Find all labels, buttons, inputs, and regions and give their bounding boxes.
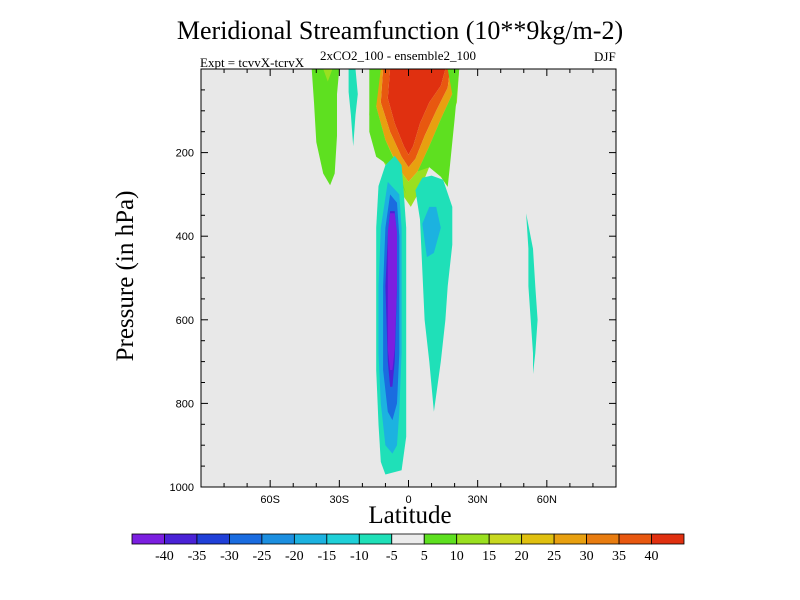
chart-subtitle: 2xCO2_100 - ensemble2_100 [320, 48, 476, 63]
colorbar-label: 10 [450, 549, 464, 564]
contour-region-negative-far-right [526, 213, 538, 375]
colorbar-label: 35 [612, 549, 626, 564]
colorbar-swatch [456, 533, 490, 545]
colorbar-swatch [358, 533, 393, 545]
contour-region-positive-outer-5-left [369, 69, 407, 195]
colorbar-swatch [131, 533, 165, 545]
colorbar-swatch [164, 533, 198, 545]
x-tick-label: 60S [260, 494, 280, 506]
contour-region-positive-ring-30 [380, 69, 450, 168]
x-tick-label: 0 [405, 494, 411, 506]
colorbar-label: -30 [220, 549, 239, 564]
contour-region-negative-right-lobe-inner [422, 206, 441, 258]
x-tick-label: 60N [537, 494, 557, 506]
colorbar-label: 15 [482, 549, 496, 564]
colorbar-label: -15 [317, 549, 336, 564]
contour-region-positive-left-lobe-inner [320, 69, 333, 82]
colorbar-swatch [651, 533, 685, 545]
contour-region-negative-main-core [387, 213, 397, 370]
y-tick-label: 600 [176, 315, 194, 327]
experiment-label: Expt = tcvvX-tcrvX [200, 55, 305, 70]
x-axis-label: Latitude [368, 502, 452, 529]
contour-region-negative-small-left [348, 69, 358, 147]
x-tick-label: 30S [330, 494, 350, 506]
colorbar-label: 20 [515, 549, 529, 564]
colorbar-swatch [293, 533, 328, 545]
colorbar-label: -5 [386, 549, 398, 564]
y-tick-label: 400 [176, 231, 194, 243]
colorbar-label: -25 [253, 549, 272, 564]
colorbar-swatch [326, 533, 360, 545]
y-tick-label: 1000 [170, 482, 194, 494]
colorbar-label: 5 [421, 549, 428, 564]
colorbar-label: 25 [547, 549, 561, 564]
colorbar-swatch [521, 533, 555, 545]
colorbar-swatch [229, 533, 263, 545]
contour-region-positive-left-lobe [311, 69, 340, 186]
contour-fill-group [311, 69, 538, 475]
contour-region-positive-ring-20 [376, 69, 455, 182]
colorbar-label: 30 [580, 549, 594, 564]
colorbar-swatch [391, 533, 425, 545]
contour-region-positive-outer-5-right [417, 69, 460, 187]
colorbar-swatch [423, 533, 458, 545]
colorbar-swatch [196, 533, 230, 545]
colorbar-swatch [586, 533, 620, 545]
colorbar-swatch [618, 533, 652, 545]
colorbar-label: -40 [155, 549, 174, 564]
colorbar-label: -35 [188, 549, 207, 564]
y-tick-label: 800 [176, 398, 194, 410]
chart-title: Meridional Streamfunction (10**9kg/m-2) [176, 16, 624, 45]
colorbar-swatch [261, 533, 295, 545]
season-label: DJF [594, 49, 616, 64]
colorbar-label: -20 [285, 549, 304, 564]
colorbar-label: -10 [350, 549, 369, 564]
contour-region-positive-center-35 [387, 69, 446, 155]
y-tick-label: 200 [176, 148, 194, 160]
colorbar-swatch [488, 533, 523, 545]
colorbar-label: 40 [645, 549, 659, 564]
colorbar-swatch [553, 533, 587, 545]
x-tick-label: 30N [468, 494, 488, 506]
